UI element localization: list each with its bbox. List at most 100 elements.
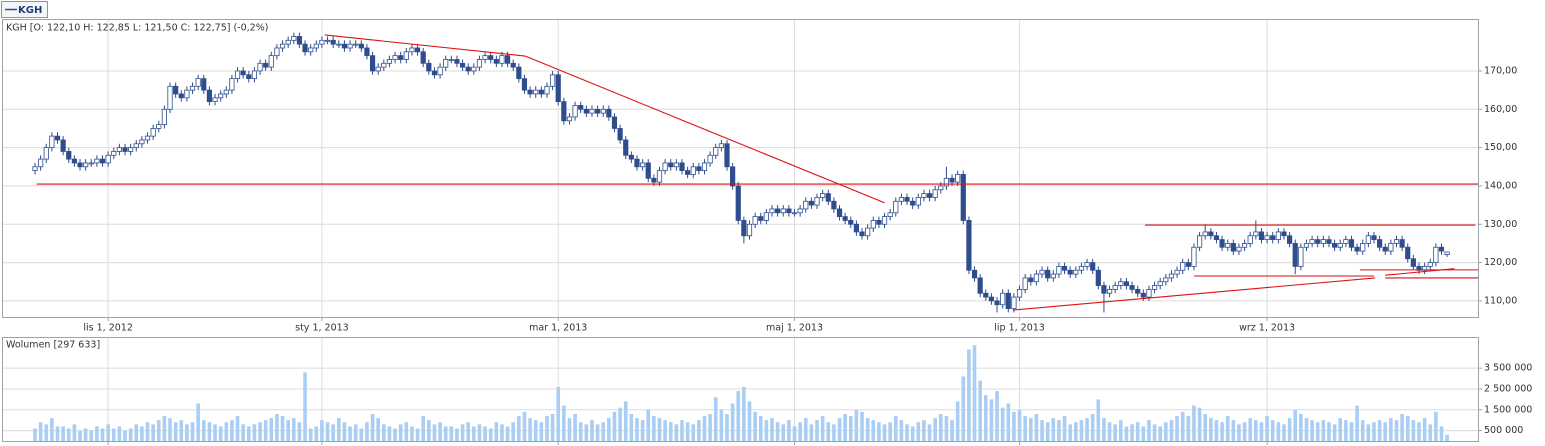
trendline [524,55,885,204]
candle-body [1320,239,1326,244]
volume-bar [325,422,330,441]
legend-label: KGH [18,5,42,16]
candle-body [763,212,769,221]
candle-body [803,200,809,210]
candle-body [1326,239,1332,244]
volume-bar [331,424,335,441]
volume-bar [483,426,487,441]
volume-bar [978,380,982,441]
volume-bar [156,420,161,441]
candle-body [1056,266,1062,275]
candle-body [730,166,736,187]
candle-body [898,197,905,202]
candle-body [707,154,713,164]
candle-body [566,116,573,122]
volume-bar [893,416,898,441]
y-tick-label: 140,00 [1484,180,1517,191]
candle-body [308,47,314,53]
candle-body [313,43,319,49]
candle-body [1163,277,1169,283]
volume-bar [747,401,752,441]
volume-bar [286,420,290,441]
volume-bar [66,428,71,441]
volume-bar [472,426,476,441]
candle-body [549,74,556,87]
volume-bar [201,420,206,441]
volume-bar [1299,413,1303,441]
volume-bar [1012,411,1016,441]
volume-bar [719,409,724,441]
volume-bar [179,420,184,441]
volume-bar [1051,418,1056,441]
candle-body [1151,285,1158,290]
candle-body [1433,246,1439,263]
candle-body [1112,285,1118,290]
volume-bar [848,416,853,441]
candle-body [1157,281,1163,286]
candle-body [319,39,325,45]
candle-body [662,162,668,172]
candle-body [1202,231,1208,237]
volume-bar [713,397,718,441]
volume-bar [95,426,99,441]
volume-bar [1197,407,1202,441]
volume-bar [635,418,639,441]
candle-body [1039,269,1045,275]
candle-body [285,39,291,45]
candle-body [1146,289,1152,298]
candle-body [1174,269,1180,275]
volume-bar [938,413,943,441]
candle-body [268,55,274,68]
candle-body [853,223,859,233]
volume-bar [477,424,482,441]
volume-bar [983,395,988,441]
volume-bar [652,416,656,441]
candle-body [369,55,376,72]
volume-bar [646,409,651,441]
volume-bar [1259,422,1264,441]
x-tick-label: wrz 1, 2013 [1239,323,1295,334]
volume-bar [235,416,240,441]
volume-bar [1074,422,1078,441]
candle-body [994,300,1000,306]
x-tick-label: maj 1, 2013 [766,323,823,334]
volume-bar [494,422,499,441]
candle-body [347,43,353,49]
candle-body [769,208,775,214]
volume-bar [843,413,847,441]
candle-body [223,89,229,95]
candle-body [341,43,348,49]
volume-bar [376,418,380,441]
candle-body [139,139,145,145]
volume-bar [1439,426,1444,441]
volume-bar [455,428,459,441]
candle-body [437,66,443,76]
candle-body [859,231,865,237]
candle-body [1000,292,1006,306]
volume-bar [944,416,949,441]
volume-bar [1135,422,1140,441]
candle-body [910,200,916,206]
volume-bar [1034,413,1039,441]
volume-bar [1225,416,1230,441]
volume-bar [38,422,43,441]
y-tick-label: 2 500 000 [1484,383,1532,394]
volume-bar [1428,424,1433,441]
candle-body [1258,231,1265,240]
volume-bar [1445,434,1449,441]
volume-bar [1265,416,1269,441]
candle-body [133,143,139,149]
volume-bar [590,420,594,441]
candle-body [741,220,747,237]
volume-bar [803,418,808,441]
volume-bar [736,391,741,441]
volume-bar [1090,413,1095,441]
candle-body [1360,243,1366,252]
candle-body [538,89,544,95]
candle-body [184,89,190,99]
volume-bar [387,426,392,441]
volume-bar [348,426,352,441]
volume-bar [573,413,577,441]
candle-body [881,216,888,225]
